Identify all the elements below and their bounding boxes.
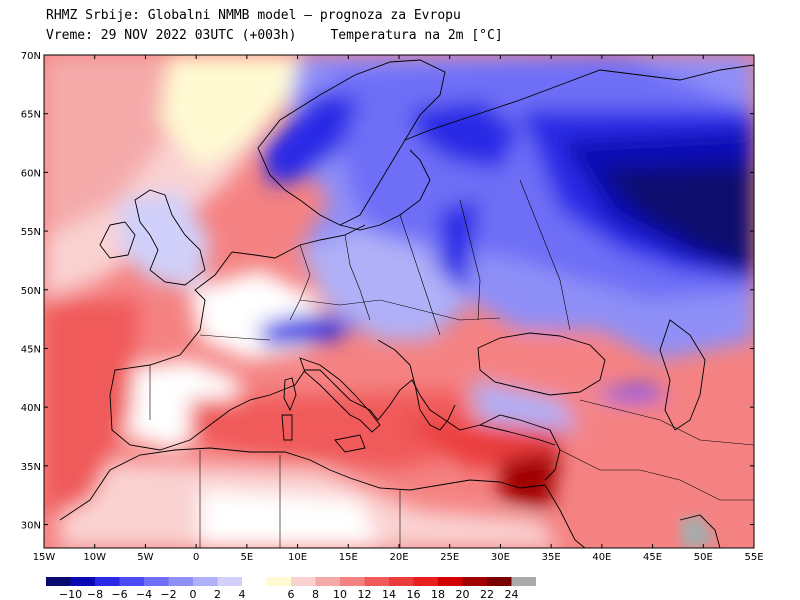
- colorbar-label: 22: [480, 588, 494, 600]
- colorbar-swatch: [95, 577, 120, 586]
- lon-tick-label: 30E: [491, 552, 510, 563]
- field-label: Temperatura na 2m [°C]: [330, 28, 503, 43]
- lat-tick-label: 45N: [21, 344, 41, 355]
- valid-time-label: Vreme: 29 NOV 2022 03UTC (+003h): [46, 28, 297, 43]
- colorbar-label: −10: [59, 588, 82, 600]
- lon-tick-label: 5E: [241, 552, 254, 563]
- lon-tick-label: 55E: [744, 552, 763, 563]
- colorbar-swatch: [168, 577, 193, 586]
- colorbar-swatch: [70, 577, 95, 586]
- colorbar-swatch: [119, 577, 144, 586]
- colorbar-swatch: [291, 577, 316, 586]
- colorbar-swatch: [487, 577, 512, 586]
- header-subtitle: Vreme: 29 NOV 2022 03UTC (+003h) Temperat…: [46, 28, 503, 43]
- colorbar-label: 8: [312, 588, 319, 600]
- colorbar-label: 10: [333, 588, 347, 600]
- colorbar-swatch: [315, 577, 340, 586]
- colorbar-swatch: [438, 577, 463, 586]
- lon-tick-label: 10W: [83, 552, 106, 563]
- lon-tick-label: 40E: [592, 552, 611, 563]
- colorbar-label: 0: [190, 588, 197, 600]
- colorbar-swatch: [266, 577, 291, 586]
- lon-tick-label: 20E: [389, 552, 408, 563]
- colorbar-swatch: [340, 577, 365, 586]
- colorbar-swatch: [46, 577, 71, 586]
- colorbar-label: 4: [239, 588, 246, 600]
- axis-ticks: 15W 10W 5W 0 5E 10E 15E 20E 25E 30E 35E 40E 45E 50E 55…: [21, 51, 764, 563]
- lon-tick-label: 15E: [339, 552, 358, 563]
- lat-tick-label: 50N: [21, 286, 41, 297]
- lon-tick-label: 35E: [542, 552, 561, 563]
- colorbar-label: 6: [288, 588, 295, 600]
- colorbar-swatch: [389, 577, 414, 586]
- colorbar-label: 16: [407, 588, 421, 600]
- colorbar-label: 18: [431, 588, 445, 600]
- lon-tick-label: 15W: [33, 552, 56, 563]
- lat-tick-label: 65N: [21, 110, 41, 121]
- colorbar-swatch: [511, 577, 536, 586]
- colorbar-label: −8: [87, 588, 103, 600]
- lon-tick-label: 5W: [137, 552, 153, 563]
- lon-tick-label: 10E: [288, 552, 307, 563]
- lat-tick-label: 70N: [21, 51, 41, 62]
- lon-tick-label: 45E: [643, 552, 662, 563]
- temperature-field: [44, 55, 754, 548]
- colorbar-swatch: [217, 577, 242, 586]
- lat-tick-label: 35N: [21, 462, 41, 473]
- colorbar-swatch: [144, 577, 169, 586]
- colorbar-swatch: [364, 577, 389, 586]
- colorbar-label: 14: [382, 588, 396, 600]
- colorbar-swatch: [413, 577, 438, 586]
- lon-tick-label: 50E: [694, 552, 713, 563]
- colorbar-swatch: [242, 577, 267, 586]
- colorbar-label: 2: [214, 588, 221, 600]
- lat-tick-label: 40N: [21, 403, 41, 414]
- colorbar: −10 −8 −6 −4 −2 0 2 4 6 8 10 12 14 16 18 20 22 24: [46, 577, 536, 600]
- coastlines: [59, 59, 754, 548]
- colorbar-swatch: [193, 577, 218, 586]
- lat-tick-label: 30N: [21, 521, 41, 532]
- colorbar-label: −2: [160, 588, 176, 600]
- colorbar-label: 20: [456, 588, 470, 600]
- colorbar-label: −4: [136, 588, 152, 600]
- colorbar-swatch: [462, 577, 487, 586]
- lat-tick-label: 55N: [21, 227, 41, 238]
- colorbar-label: 24: [505, 588, 519, 600]
- lon-tick-label: 0: [193, 552, 199, 563]
- colorbar-label: −6: [111, 588, 127, 600]
- colorbar-label: 12: [358, 588, 372, 600]
- lon-tick-label: 25E: [440, 552, 459, 563]
- header-title: RHMZ Srbije: Globalni NMMB model — progn…: [46, 8, 461, 23]
- lat-tick-label: 60N: [21, 168, 41, 179]
